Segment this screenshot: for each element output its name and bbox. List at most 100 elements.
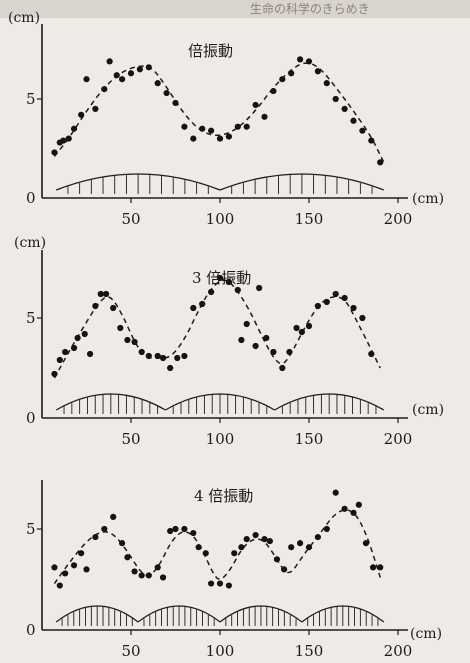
data-point — [65, 135, 72, 142]
data-point — [136, 66, 143, 73]
y-unit-label: (cm) — [14, 235, 46, 251]
data-point — [145, 64, 152, 71]
data-point — [314, 68, 321, 75]
data-point — [127, 70, 135, 77]
data-point — [172, 99, 179, 107]
data-point — [314, 533, 321, 541]
data-point — [70, 562, 78, 569]
header-text-strip: 生命の科学のきらめき — [0, 0, 470, 18]
data-point — [377, 159, 384, 166]
data-point — [273, 556, 281, 563]
data-point — [216, 580, 224, 587]
y-tick-label-5: 5 — [26, 90, 36, 108]
chart-title: 4 倍振動 — [194, 487, 253, 505]
data-point — [261, 113, 268, 120]
x-tick-label-100: 100 — [206, 430, 235, 448]
data-point — [199, 125, 206, 132]
data-point — [51, 370, 58, 378]
data-point — [190, 304, 197, 312]
data-point — [286, 348, 293, 356]
data-point — [60, 137, 67, 144]
data-point — [163, 89, 170, 97]
data-point — [350, 304, 357, 312]
data-point — [263, 334, 270, 342]
y-tick-label-0: 0 — [26, 189, 36, 207]
data-point — [288, 544, 295, 551]
data-point — [234, 286, 241, 294]
y-tick-label-5: 5 — [26, 520, 36, 538]
y-unit-label: (cm) — [8, 10, 40, 26]
data-point — [102, 290, 110, 298]
data-point — [266, 538, 273, 545]
data-point — [92, 105, 99, 112]
data-point — [181, 352, 188, 360]
data-point — [190, 529, 197, 537]
data-point — [124, 336, 131, 344]
data-point — [323, 525, 330, 533]
data-point — [154, 80, 161, 87]
data-point — [216, 274, 224, 282]
data-point — [305, 322, 313, 330]
x-tick-label-50: 50 — [121, 430, 140, 448]
data-point — [51, 564, 58, 571]
data-point — [238, 336, 245, 344]
x-tick-label-200: 200 — [384, 430, 413, 448]
data-point — [51, 149, 58, 156]
data-point — [208, 127, 215, 134]
x-unit-label: (cm) — [412, 402, 444, 418]
data-point — [199, 300, 206, 308]
data-point — [341, 505, 348, 512]
data-point — [350, 509, 357, 516]
data-point — [74, 334, 81, 342]
data-point — [159, 574, 167, 581]
data-point — [172, 525, 179, 533]
data-point — [252, 342, 259, 350]
data-point — [323, 298, 330, 306]
data-point — [298, 328, 305, 336]
chart-title: 倍振動 — [188, 42, 233, 60]
data-point — [124, 554, 131, 561]
data-point — [113, 72, 120, 79]
data-point — [138, 348, 145, 356]
data-point — [131, 338, 138, 346]
data-point — [154, 564, 161, 571]
data-point — [56, 356, 63, 364]
data-point — [369, 564, 377, 571]
x-tick-label-200: 200 — [384, 642, 413, 660]
data-point — [252, 531, 259, 539]
fit-curve — [53, 279, 381, 379]
data-point — [145, 572, 152, 579]
data-point — [131, 568, 138, 575]
data-point — [305, 544, 313, 551]
y-tick-label-0: 0 — [26, 409, 36, 427]
data-point — [355, 501, 362, 508]
data-point — [86, 350, 94, 358]
data-point — [256, 284, 263, 292]
data-point — [145, 352, 152, 360]
data-point — [297, 56, 304, 63]
x-tick-label-50: 50 — [121, 210, 140, 228]
data-point — [110, 513, 117, 520]
data-point — [252, 101, 259, 109]
y-tick-label-5: 5 — [26, 309, 36, 327]
data-point — [92, 302, 99, 310]
x-unit-label: (cm) — [412, 191, 444, 207]
data-point — [359, 127, 366, 134]
data-point — [119, 76, 126, 83]
data-point — [216, 135, 224, 142]
data-point — [154, 352, 161, 360]
data-point — [368, 350, 375, 358]
data-point — [293, 324, 300, 332]
data-point — [341, 105, 348, 112]
data-point — [261, 536, 268, 543]
x-tick-label-150: 150 — [295, 430, 324, 448]
data-point — [174, 354, 181, 362]
x-unit-label: (cm) — [410, 626, 442, 642]
data-point — [231, 550, 238, 557]
data-point — [110, 304, 117, 312]
data-point — [62, 570, 69, 577]
fit-curve — [53, 62, 385, 163]
data-point — [341, 294, 348, 302]
data-point — [225, 582, 232, 589]
